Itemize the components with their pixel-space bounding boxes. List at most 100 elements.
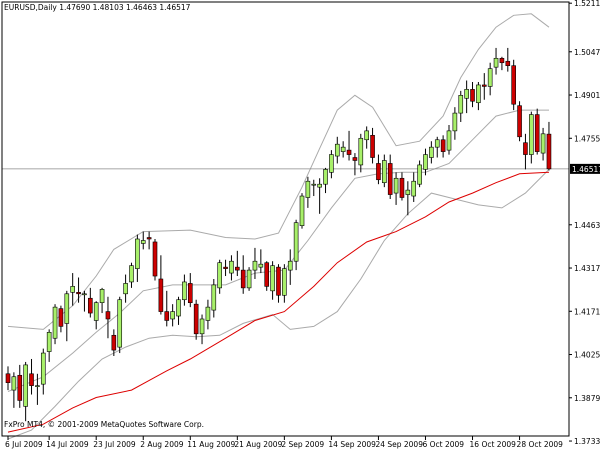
candle-bull xyxy=(176,299,181,317)
candle-bull xyxy=(434,139,440,148)
candle-bear xyxy=(235,266,240,271)
candle-bull xyxy=(364,130,369,141)
candle-bull xyxy=(540,133,546,154)
candle-bear xyxy=(193,303,199,335)
candle-bear xyxy=(346,149,352,155)
candle-bull xyxy=(493,57,499,68)
candle-bull xyxy=(270,265,275,292)
candle-bull xyxy=(305,180,311,198)
candle-bear xyxy=(505,60,511,66)
candle-bull xyxy=(99,289,105,303)
candle-bear xyxy=(29,373,34,386)
candle-bull xyxy=(299,195,305,226)
candle-bull xyxy=(293,222,299,262)
candle-bull xyxy=(182,281,187,301)
candle-bear xyxy=(399,177,405,198)
candle-bear xyxy=(17,374,23,401)
plot-area[interactable] xyxy=(2,13,569,440)
candle-bull xyxy=(287,260,293,271)
candle-bear xyxy=(240,269,246,289)
x-tick-label: 21 Aug 2009 xyxy=(234,440,282,449)
candle-bull xyxy=(464,89,469,99)
candle-bear xyxy=(223,266,228,269)
candle-bull xyxy=(258,263,264,268)
candle-bull xyxy=(529,114,534,155)
candle-bull xyxy=(23,364,28,407)
candle-bull xyxy=(340,146,346,152)
candle-bull xyxy=(46,332,52,352)
candle-bear xyxy=(111,334,117,351)
candle-bear xyxy=(440,139,446,152)
chart-title: EURUSD,Daily 1.47690 1.48103 1.46463 1.4… xyxy=(4,3,191,12)
candle-bull xyxy=(52,306,58,339)
candle-bear xyxy=(88,297,93,314)
candle-bear xyxy=(152,241,158,277)
candle-bull xyxy=(129,265,134,283)
y-tick-label: 1.38790 xyxy=(574,394,600,403)
candle-bear xyxy=(187,283,193,303)
candle-bull xyxy=(170,311,175,320)
candle-bull xyxy=(40,352,46,385)
candle-bear xyxy=(517,105,522,138)
y-tick-label: 1.37330 xyxy=(574,437,600,446)
candle-bull xyxy=(476,84,481,104)
candle-bear xyxy=(352,157,358,161)
candle-bull xyxy=(123,283,128,295)
candle-bull xyxy=(199,318,205,335)
candle-bull xyxy=(252,260,258,271)
candle-bear xyxy=(546,133,552,170)
current-price-label: 1.46517 xyxy=(572,165,600,174)
candle-bear xyxy=(376,163,381,181)
candle-bear xyxy=(470,89,475,102)
candle-bull xyxy=(452,112,458,132)
moving-average-line xyxy=(7,171,550,433)
y-tick-label: 1.41710 xyxy=(574,307,600,316)
candle-bull xyxy=(393,177,399,194)
plot-frame xyxy=(1,1,570,437)
current-price-marker xyxy=(570,163,600,174)
x-tick-label: 2 Sep 2009 xyxy=(281,440,324,449)
candle-bull xyxy=(205,306,211,321)
candle-bull xyxy=(323,169,328,185)
y-tick-label: 1.47550 xyxy=(574,134,600,143)
candle-bull xyxy=(93,302,99,321)
candle-bull xyxy=(382,160,387,184)
candle-bull xyxy=(217,262,222,289)
candle-bull xyxy=(411,180,417,197)
x-tick-label: 16 Oct 2009 xyxy=(470,440,517,449)
bollinger-lower-line xyxy=(7,169,550,440)
x-tick-label: 23 Jul 2009 xyxy=(93,440,136,449)
candle-bear xyxy=(264,262,270,287)
candle-bull xyxy=(64,293,70,324)
y-tick-label: 1.43170 xyxy=(574,264,600,273)
y-tick-label: 1.52110 xyxy=(574,0,600,8)
candle-bull xyxy=(311,183,317,186)
candle-bear xyxy=(58,308,64,327)
y-tick-label: 1.49010 xyxy=(574,91,600,100)
x-tick-label: 14 Jul 2009 xyxy=(46,440,89,449)
candle-bull xyxy=(211,284,217,311)
x-tick-label: 6 Jul 2009 xyxy=(5,440,43,449)
x-tick-label: 14 Sep 2009 xyxy=(328,440,376,449)
candle-bull xyxy=(358,137,364,166)
candle-bull xyxy=(405,189,411,195)
y-tick-label: 1.50470 xyxy=(574,48,600,57)
candle-bear xyxy=(164,311,170,321)
candle-bear xyxy=(499,57,505,64)
candle-bull xyxy=(487,68,493,87)
copyright-text: FxPro MT4, © 2001-2009 MetaQuotes Softwa… xyxy=(4,420,204,429)
candle-bull xyxy=(35,385,40,387)
y-tick-label: 1.40250 xyxy=(574,351,600,360)
candle-bull xyxy=(282,268,287,296)
candle-bear xyxy=(387,163,393,195)
candle-bear xyxy=(511,65,516,105)
candle-bull xyxy=(246,269,252,289)
candle-bear xyxy=(523,142,528,155)
candle-bear xyxy=(276,266,281,296)
candle-bear xyxy=(534,114,540,152)
candle-bull xyxy=(423,154,428,170)
y-tick-label: 1.44630 xyxy=(574,221,600,230)
